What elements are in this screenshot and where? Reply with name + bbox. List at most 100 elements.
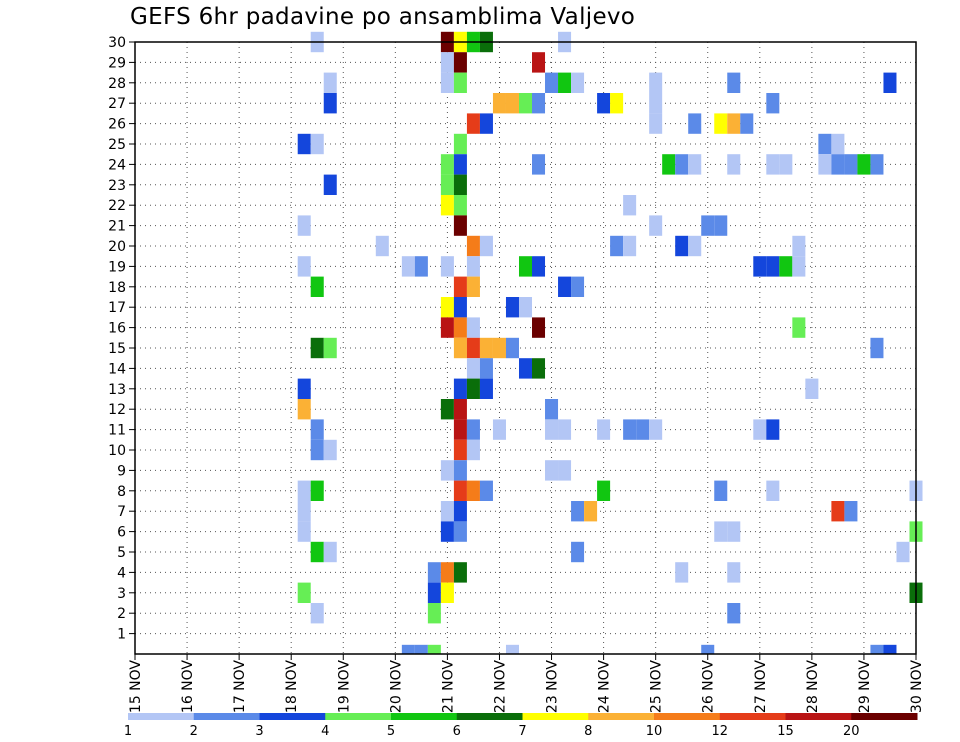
heatmap-cell (532, 256, 546, 277)
heatmap-cell (453, 419, 467, 440)
heatmap-cell (466, 378, 480, 399)
heatmap-cell (870, 644, 884, 654)
data-cells (297, 31, 923, 654)
heatmap-cell (479, 378, 493, 399)
colorbar-label: 1 (124, 724, 132, 739)
heatmap-cell (714, 480, 728, 501)
x-tick-label: 18 NOV (284, 660, 300, 714)
heatmap-cell (466, 113, 480, 134)
heatmap-cell (701, 644, 715, 654)
y-tick-label: 18 (108, 280, 126, 296)
colorbar-label: 12 (711, 724, 728, 739)
heatmap-cell (545, 72, 559, 93)
heatmap-cell (518, 358, 533, 379)
heatmap-cell (479, 113, 493, 134)
heatmap-cell (675, 562, 689, 583)
heatmap-cell (766, 93, 780, 114)
heatmap-cell (453, 174, 467, 195)
heatmap-cell (310, 133, 324, 155)
y-tick-label: 4 (117, 565, 126, 581)
heatmap-cell (805, 378, 819, 399)
heatmap-cell (414, 644, 428, 654)
x-tick-label: 24 NOV (597, 660, 613, 714)
y-tick-label: 20 (108, 239, 126, 255)
y-tick-label: 5 (117, 545, 126, 561)
heatmap-cell (636, 419, 650, 440)
heatmap-cell (610, 235, 624, 257)
y-tick-label: 8 (117, 484, 126, 500)
heatmap-cell (297, 521, 311, 542)
heatmap-cell (883, 644, 897, 654)
colorbar-swatch (456, 713, 523, 720)
heatmap-cell (584, 501, 598, 522)
x-tick-label: 20 NOV (388, 660, 404, 714)
colorbar: 1 2 3 4 5 6 7 8 10 12 15 20 (124, 713, 918, 739)
heatmap-cell (453, 337, 467, 359)
y-tick-label: 10 (108, 443, 126, 459)
x-tick-label: 21 NOV (440, 660, 456, 714)
heatmap-cell (297, 215, 311, 236)
heatmap-cell (701, 215, 715, 236)
heatmap-cell (727, 521, 741, 542)
heatmap-cell (714, 113, 728, 134)
colorbar-swatch (391, 713, 458, 720)
heatmap-cell (649, 419, 663, 440)
heatmap-cell (440, 297, 454, 318)
heatmap-cell (571, 72, 585, 93)
y-tick-label: 15 (108, 341, 126, 357)
heatmap-cell (545, 419, 559, 440)
heatmap-cell (297, 399, 311, 420)
heatmap-cell (440, 317, 454, 338)
heatmap-cell (818, 154, 832, 175)
x-tick-label: 23 NOV (545, 660, 561, 714)
colorbar-swatch (259, 713, 326, 720)
heatmap-cell (532, 93, 546, 114)
heatmap-cell (662, 154, 676, 175)
heatmap-cell (505, 644, 519, 654)
heatmap-cell (453, 297, 467, 318)
y-tick-label: 25 (108, 137, 126, 153)
heatmap-cell (466, 480, 480, 501)
heatmap-cell (440, 256, 454, 277)
heatmap-cell (440, 72, 454, 93)
heatmap-cell (492, 419, 506, 440)
y-tick-label: 11 (108, 423, 126, 439)
heatmap-cell (532, 154, 546, 175)
heatmap-cell (532, 52, 546, 73)
heatmap-cell (766, 256, 780, 277)
heatmap-cell (558, 276, 572, 297)
heatmap-cell (779, 256, 793, 277)
heatmap-cell (571, 276, 585, 297)
heatmap-cell (310, 276, 324, 297)
heatmap-cell (831, 154, 845, 175)
heatmap-cell (792, 256, 806, 277)
heatmap-cell (766, 419, 780, 440)
heatmap-cell (675, 235, 689, 257)
heatmap-cell (297, 133, 311, 155)
heatmap-cell (518, 256, 533, 277)
heatmap-cell (558, 419, 572, 440)
heatmap-cell (466, 276, 480, 297)
heatmap-cell (818, 133, 832, 155)
heatmap-cell (558, 72, 572, 93)
heatmap-cell (831, 133, 845, 155)
heatmap-cell (466, 439, 480, 461)
heatmap-cell (896, 541, 910, 563)
heatmap-cell (870, 154, 884, 175)
heatmap-cell (844, 154, 858, 175)
heatmap-cell (401, 644, 415, 654)
x-tick-label: 22 NOV (492, 660, 508, 714)
heatmap-cell (440, 195, 454, 216)
x-tick-label: 27 NOV (753, 660, 769, 714)
heatmap-cell (466, 419, 480, 440)
x-tick-label: 26 NOV (701, 660, 717, 714)
heatmap-cell (453, 195, 467, 216)
heatmap-cell (532, 317, 546, 338)
heatmap-cell (453, 317, 467, 338)
heatmap-cell (453, 72, 467, 93)
heatmap-cell (688, 113, 702, 134)
colorbar-label: 8 (584, 724, 592, 739)
colorbar-label: 3 (255, 724, 263, 739)
heatmap-cell (466, 358, 480, 379)
